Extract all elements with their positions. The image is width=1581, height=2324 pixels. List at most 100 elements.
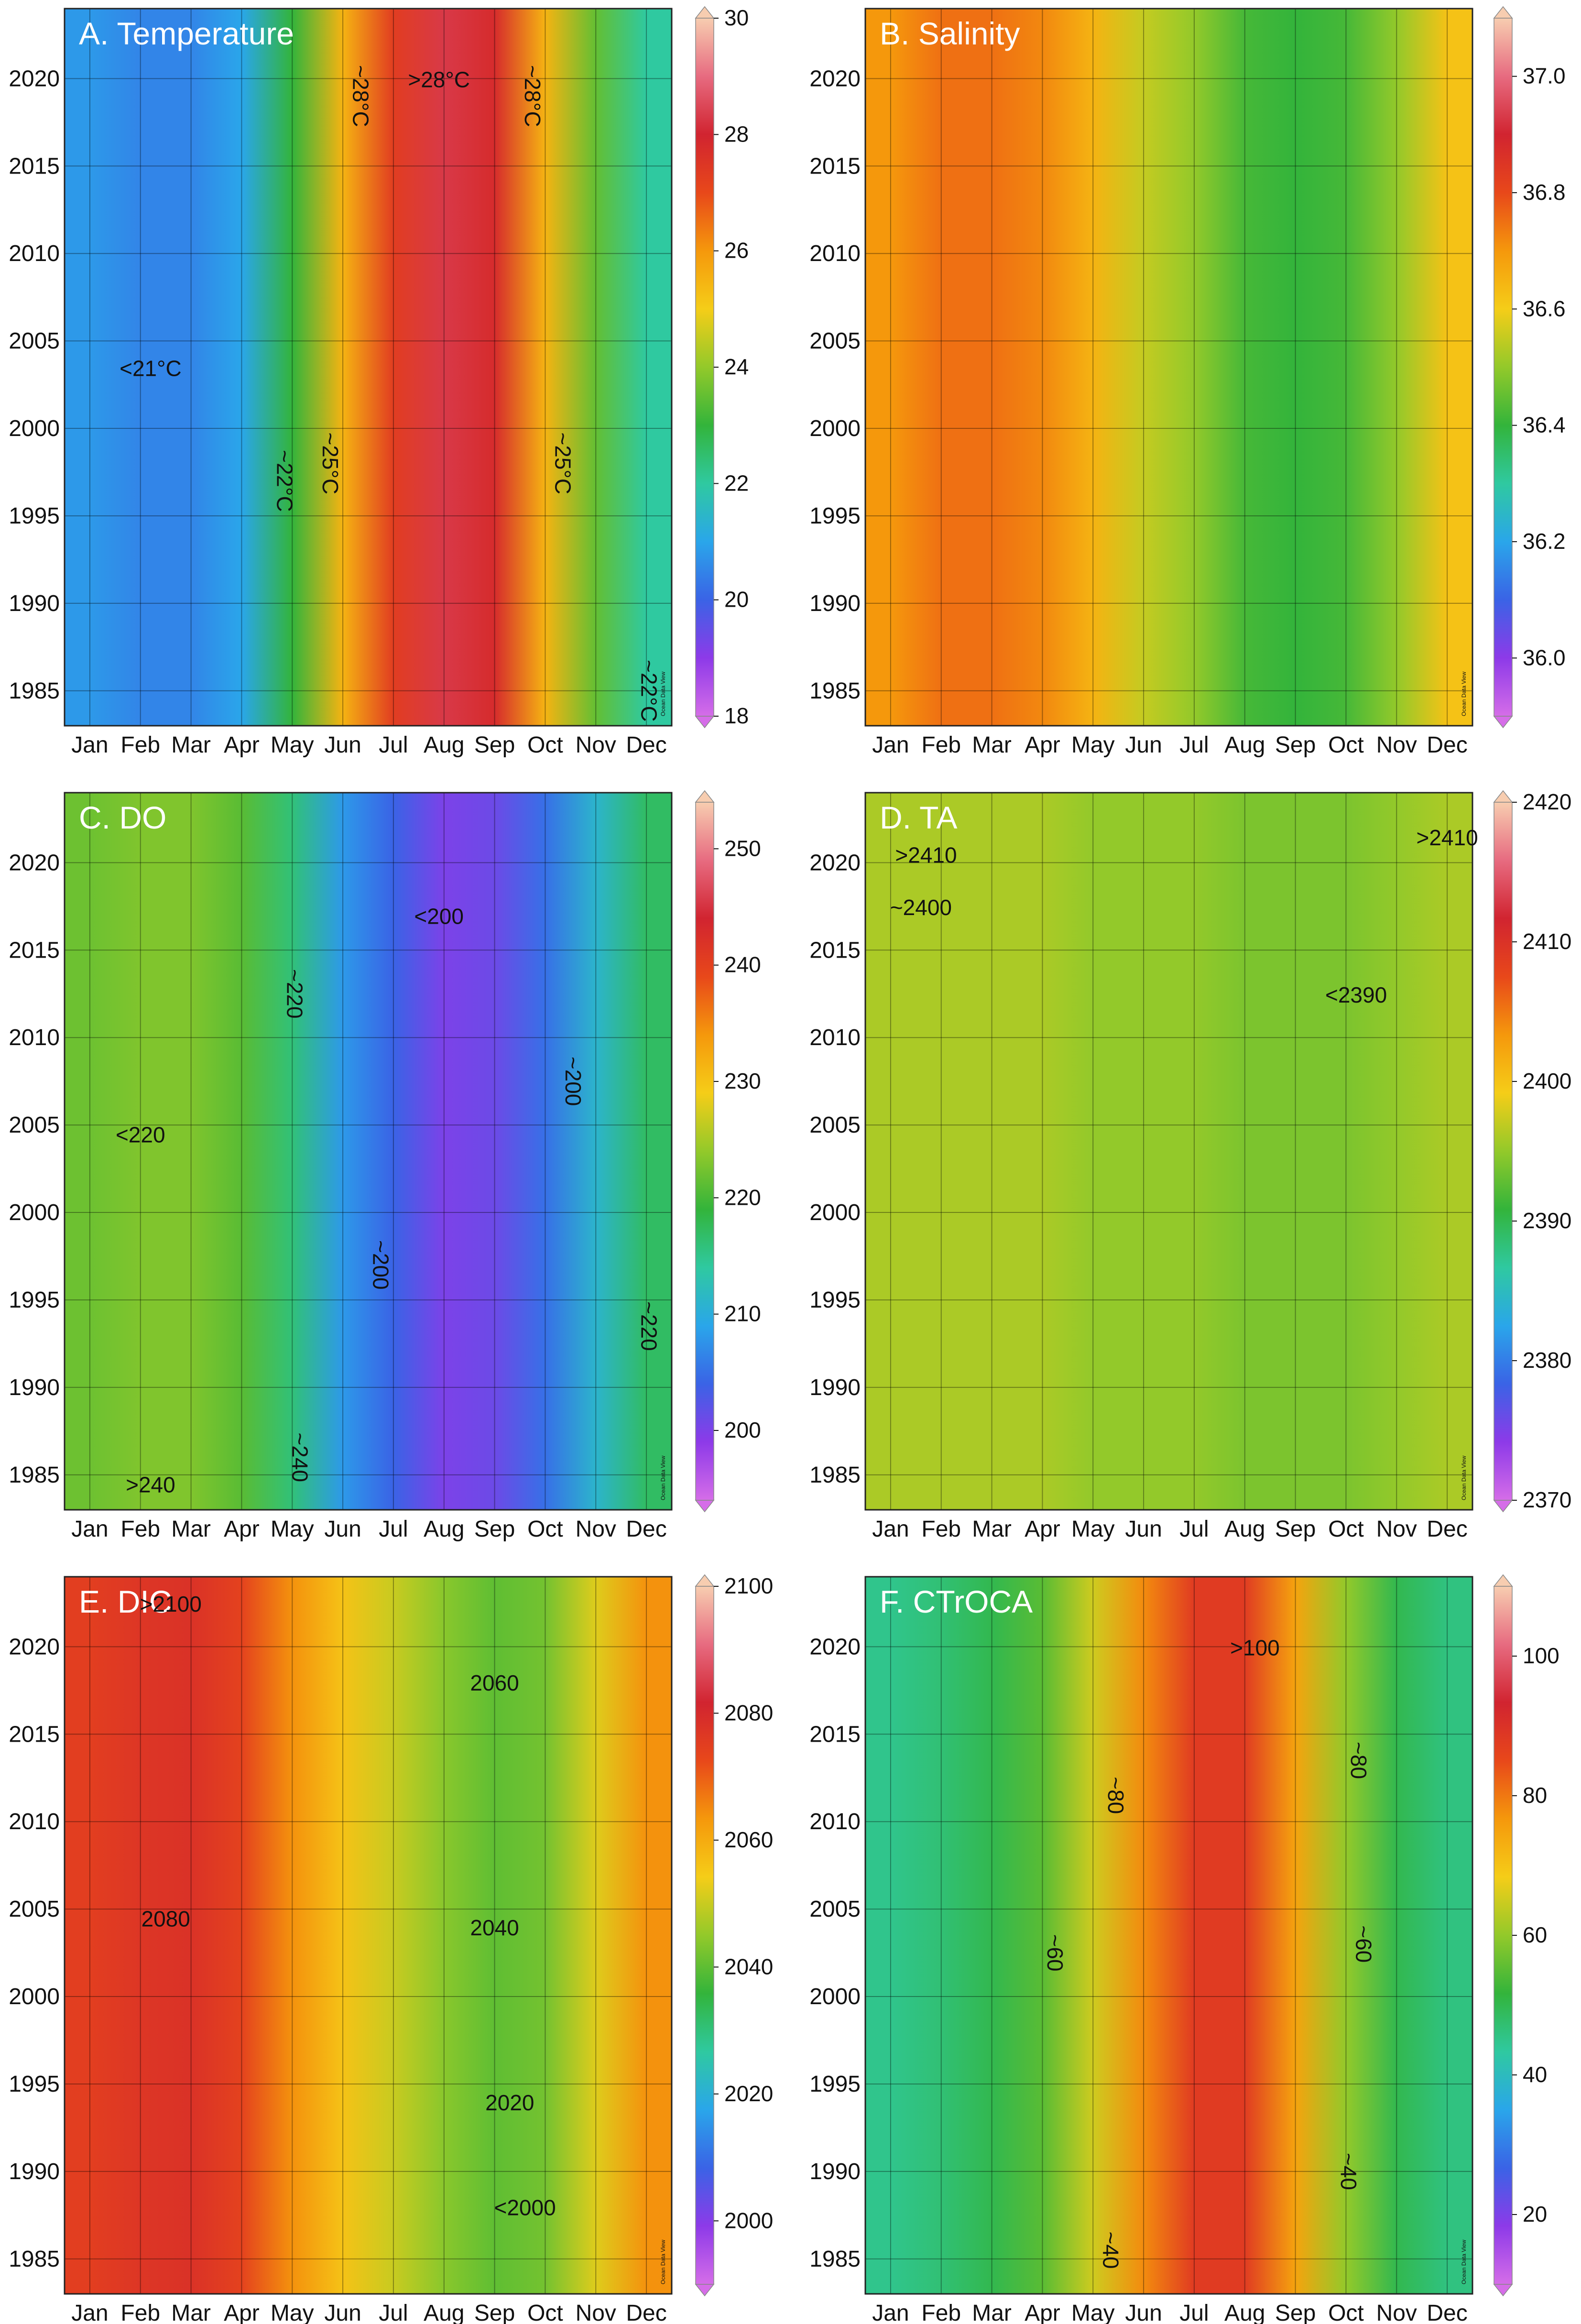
heatmap-field <box>865 793 1472 1510</box>
x-tick-label: Sep <box>1275 2301 1316 2324</box>
contour-label: ~40 <box>1336 2153 1361 2190</box>
x-tick-label: Mar <box>171 1517 211 1542</box>
colorbar-tick-label: 2370 <box>1523 1487 1571 1512</box>
x-tick-label: Mar <box>171 732 211 758</box>
y-tick-label: 2000 <box>809 1984 861 2009</box>
colorbar-tick-label: 220 <box>724 1185 761 1210</box>
y-tick-label: 1985 <box>9 2247 60 2272</box>
x-tick-label: Jan <box>71 2301 108 2324</box>
colorbar-tick-label: 36.8 <box>1523 180 1566 205</box>
colorbar-tick-label: 200 <box>724 1418 761 1442</box>
contour-label: ~80 <box>1103 1777 1128 1814</box>
panel-2: 2020 2015 2010 2005 2000 1995 1990 1985 Jan Feb Ma… <box>9 790 761 1542</box>
x-tick-label: Feb <box>921 2301 961 2324</box>
x-tick-label: Feb <box>120 732 160 758</box>
x-tick-label: Jun <box>324 2301 361 2324</box>
x-tick-label: Oct <box>1328 2301 1364 2324</box>
y-tick-label: 2010 <box>9 241 60 266</box>
contour-label: ~200 <box>369 1240 393 1290</box>
y-tick-label: 2005 <box>9 328 60 354</box>
y-tick-label: 2010 <box>809 241 861 266</box>
x-tick-label: Jan <box>872 732 909 758</box>
x-tick-label: May <box>1071 2301 1115 2324</box>
plot-frame <box>64 1576 673 2295</box>
x-tick-label: Nov <box>576 1517 616 1542</box>
heatmap-field <box>865 9 1472 726</box>
colorbar-tick-label: 28 <box>724 121 749 146</box>
contour-label: ~60 <box>1352 1925 1376 1963</box>
x-tick-label: Dec <box>626 1517 666 1542</box>
watermark: Ocean Data View <box>1461 1456 1467 1500</box>
x-tick-label: Dec <box>1427 2301 1467 2324</box>
contour-label: 2060 <box>470 1670 519 1695</box>
x-tick-label: Sep <box>1275 732 1316 758</box>
colorbar-tick-label: 2020 <box>724 2081 773 2106</box>
colorbar-tick-label: 36.0 <box>1523 645 1566 670</box>
colorbar-tick-label: 22 <box>724 470 749 495</box>
y-tick-label: 1990 <box>809 2159 861 2184</box>
x-tick-label: Jul <box>1179 2301 1209 2324</box>
x-tick-label: Jul <box>379 732 408 758</box>
colorbar-tick-label: 40 <box>1523 2062 1547 2087</box>
plot-frame <box>864 1576 1473 2295</box>
contour-label: >2410 <box>895 842 957 867</box>
x-tick-label: Jan <box>71 1517 108 1542</box>
x-tick-label: Jul <box>1179 732 1209 758</box>
contour-label: ~40 <box>1098 2232 1123 2269</box>
x-tick-label: Apr <box>224 2301 260 2324</box>
y-tick-label: 1995 <box>9 2072 60 2097</box>
x-tick-label: Nov <box>576 2301 616 2324</box>
colorbar-tick-label: 250 <box>724 836 761 861</box>
y-tick-label: 1990 <box>809 1375 861 1400</box>
contour-label: ~240 <box>287 1432 312 1482</box>
plot-frame <box>864 792 1473 1511</box>
colorbar-max-arrow <box>1493 1574 1513 1587</box>
contour-label: ~25°C <box>551 432 576 494</box>
contour-label: ~220 <box>637 1301 662 1351</box>
colorbar <box>695 18 714 717</box>
x-tick-label: Aug <box>1224 1517 1265 1542</box>
contour-label: 2040 <box>470 1915 519 1940</box>
colorbar-tick-label: 80 <box>1523 1783 1547 1808</box>
colorbar <box>695 802 714 1501</box>
colorbar-tick-label: 36.6 <box>1523 296 1566 321</box>
y-tick-label: 2020 <box>809 66 861 91</box>
colorbar <box>1494 1586 1513 2285</box>
y-tick-label: 2020 <box>9 1634 60 1659</box>
plot-frame <box>864 8 1473 727</box>
y-tick-label: 2020 <box>809 1634 861 1659</box>
panel-1: 2020 2015 2010 2005 2000 1995 1990 1985 Jan Feb Ma… <box>809 6 1566 758</box>
x-tick-label: Apr <box>1025 732 1060 758</box>
watermark: Ocean Data View <box>1461 2240 1467 2284</box>
colorbar-tick-label: 2390 <box>1523 1208 1571 1233</box>
x-tick-label: Jan <box>872 2301 909 2324</box>
panel-title: E. DIC <box>79 1584 172 1619</box>
x-tick-label: Aug <box>424 2301 464 2324</box>
y-tick-label: 1985 <box>809 1462 861 1488</box>
colorbar-tick-label: 18 <box>724 703 749 728</box>
colorbar-tick-label: 2420 <box>1523 789 1571 814</box>
x-tick-label: Jun <box>1125 2301 1162 2324</box>
colorbar-max-arrow <box>695 790 715 803</box>
colorbar-tick-label: 36.4 <box>1523 413 1566 437</box>
colorbar-tick-label: 100 <box>1523 1643 1559 1668</box>
contour-label: ~25°C <box>318 432 343 494</box>
x-tick-label: Jun <box>1125 732 1162 758</box>
colorbar-tick-label: 26 <box>724 238 749 263</box>
x-tick-label: Jun <box>324 732 361 758</box>
y-tick-label: 1990 <box>9 2159 60 2184</box>
x-tick-label: Jan <box>872 1517 909 1542</box>
colorbar-tick-label: 36.2 <box>1523 529 1566 554</box>
y-tick-label: 2020 <box>9 66 60 91</box>
y-tick-label: 2020 <box>9 850 60 875</box>
panel-title: A. Temperature <box>79 16 294 51</box>
panel-title: F. CTrOCA <box>880 1584 1033 1619</box>
panel-title: C. DO <box>79 800 166 835</box>
colorbar-min-arrow <box>695 2284 715 2297</box>
x-tick-label: Oct <box>527 2301 563 2324</box>
y-tick-label: 2015 <box>9 938 60 963</box>
watermark: Ocean Data View <box>660 1456 666 1500</box>
plot-frame <box>64 792 673 1511</box>
y-tick-label: 2010 <box>9 1809 60 1834</box>
